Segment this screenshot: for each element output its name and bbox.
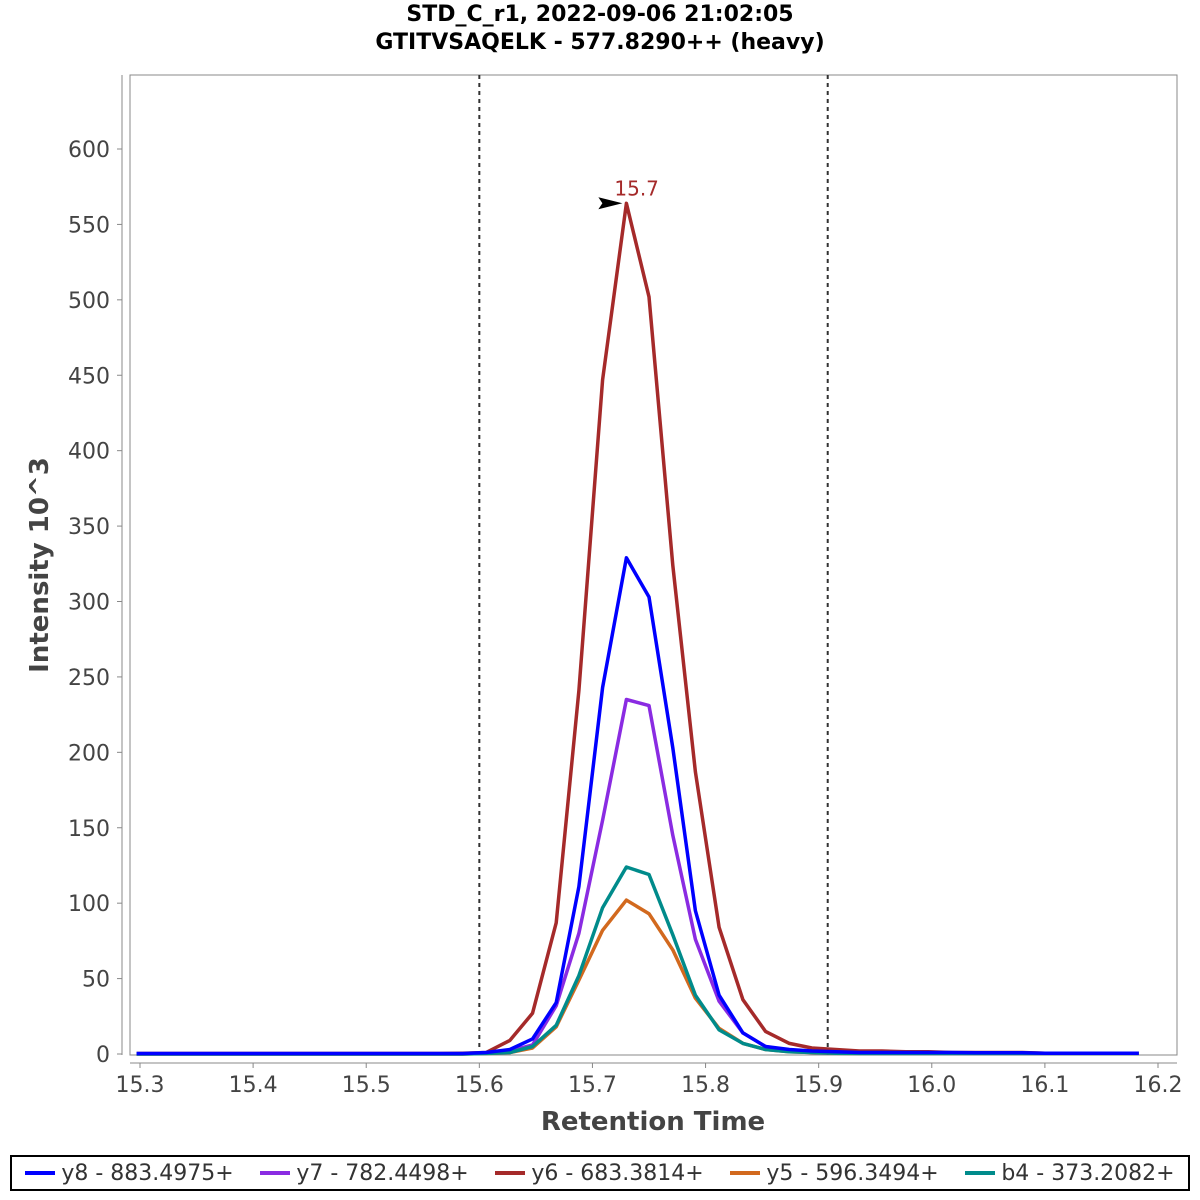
y-axis-label: Intensity 10^3 — [25, 457, 55, 673]
y-tick-label: 500 — [68, 289, 110, 314]
legend-swatch — [965, 1171, 996, 1175]
y-tick-label: 100 — [68, 892, 110, 917]
y-tick-label: 150 — [68, 817, 110, 842]
x-tick-label: 15.6 — [455, 1073, 504, 1098]
x-tick-label: 15.5 — [342, 1073, 391, 1098]
legend-item-b4: b4 - 373.2082+ — [965, 1160, 1175, 1186]
y-tick-label: 350 — [68, 515, 110, 540]
y-tick-label: 300 — [68, 591, 110, 616]
y-tick-label: 400 — [68, 440, 110, 465]
x-tick-label: 15.8 — [681, 1073, 730, 1098]
y-tick-label: 600 — [68, 138, 110, 163]
legend-item-y6: y6 - 683.3814+ — [495, 1160, 704, 1186]
legend-swatch — [260, 1171, 291, 1175]
peak-arrow-icon — [598, 197, 623, 210]
legend-item-y7: y7 - 782.4498+ — [260, 1160, 469, 1186]
x-tick-label: 15.9 — [794, 1073, 843, 1098]
legend-swatch — [730, 1171, 761, 1175]
x-tick-label: 15.3 — [116, 1073, 165, 1098]
legend: y8 - 883.4975+ y7 - 782.4498+ y6 - 683.3… — [10, 1155, 1190, 1191]
x-tick-label: 16.0 — [907, 1073, 956, 1098]
y-tick-label: 200 — [68, 741, 110, 766]
legend-label: b4 - 373.2082+ — [1001, 1160, 1175, 1186]
chart-subtitle: GTITVSAQELK - 577.8290++ (heavy) — [375, 30, 825, 55]
x-axis-label: Retention Time — [541, 1107, 765, 1137]
peak-label: 15.7 — [614, 176, 659, 200]
y-tick-label: 550 — [68, 213, 110, 238]
x-tick-label: 16.1 — [1020, 1073, 1069, 1098]
y-tick-label: 450 — [68, 364, 110, 389]
legend-swatch — [25, 1171, 56, 1175]
y-tick-label: 0 — [96, 1043, 110, 1068]
chart-title: STD_C_r1, 2022-09-06 21:02:05 — [406, 2, 794, 27]
x-tick-label: 16.2 — [1134, 1073, 1183, 1098]
plot-area: 0 50 100 150 200 250 300 350 400 450 500 550 600 15.3… — [25, 74, 1183, 1137]
legend-item-y8: y8 - 883.4975+ — [25, 1160, 234, 1186]
legend-label: y6 - 683.3814+ — [531, 1160, 704, 1186]
plot-frame — [129, 74, 1178, 1056]
y-tick-label: 250 — [68, 666, 110, 691]
legend-label: y8 - 883.4975+ — [61, 1160, 234, 1186]
series-line-y8 — [136, 556, 1139, 1056]
y-tick-label: 50 — [82, 968, 110, 993]
legend-label: y5 - 596.3494+ — [766, 1160, 939, 1186]
legend-label: y7 - 782.4498+ — [296, 1160, 469, 1186]
x-tick-label: 15.7 — [568, 1073, 617, 1098]
legend-swatch — [495, 1171, 526, 1175]
x-tick-label: 15.4 — [229, 1073, 278, 1098]
legend-item-y5: y5 - 596.3494+ — [730, 1160, 939, 1186]
